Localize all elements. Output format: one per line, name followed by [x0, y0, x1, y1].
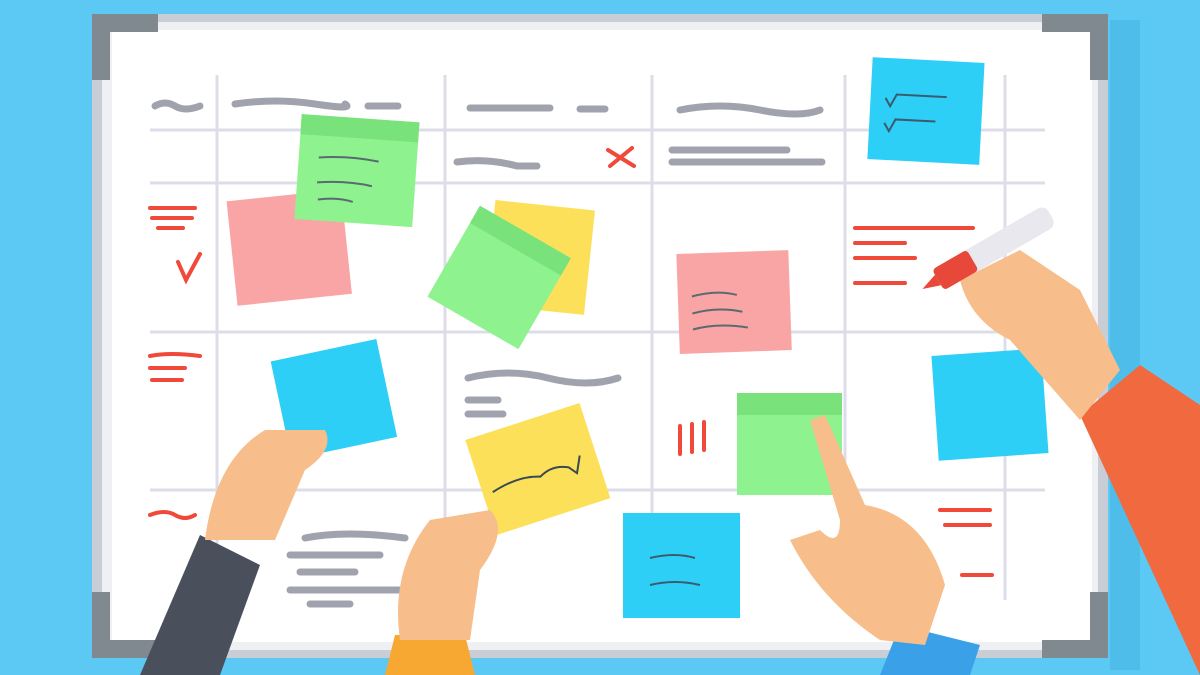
hand-center-holding-note	[385, 510, 498, 675]
header-scribbles	[151, 97, 826, 608]
sticky-note-blue-right[interactable]	[931, 348, 1049, 461]
red-marks	[148, 146, 994, 577]
board-corners	[92, 14, 1108, 658]
marker-icon	[922, 207, 1054, 289]
sticky-note-blue-bottom[interactable]	[623, 513, 740, 618]
cross-icon	[606, 146, 636, 168]
hand-right-writing	[922, 207, 1200, 675]
sticky-note-green-top[interactable]	[294, 114, 420, 228]
sticky-note-green-center[interactable]	[427, 205, 571, 350]
hand-left-suit	[140, 430, 328, 675]
sticky-note-yellow-bottom[interactable]	[465, 402, 611, 536]
sticky-note-pink-center[interactable]	[676, 250, 792, 354]
board-shadow	[1110, 20, 1140, 670]
hand-pointing	[790, 415, 980, 675]
sticky-note-blue-left[interactable]	[270, 339, 398, 460]
check-icon	[176, 252, 202, 285]
board-grid	[150, 75, 1045, 600]
sticky-note-blue-top-right[interactable]	[867, 57, 985, 165]
